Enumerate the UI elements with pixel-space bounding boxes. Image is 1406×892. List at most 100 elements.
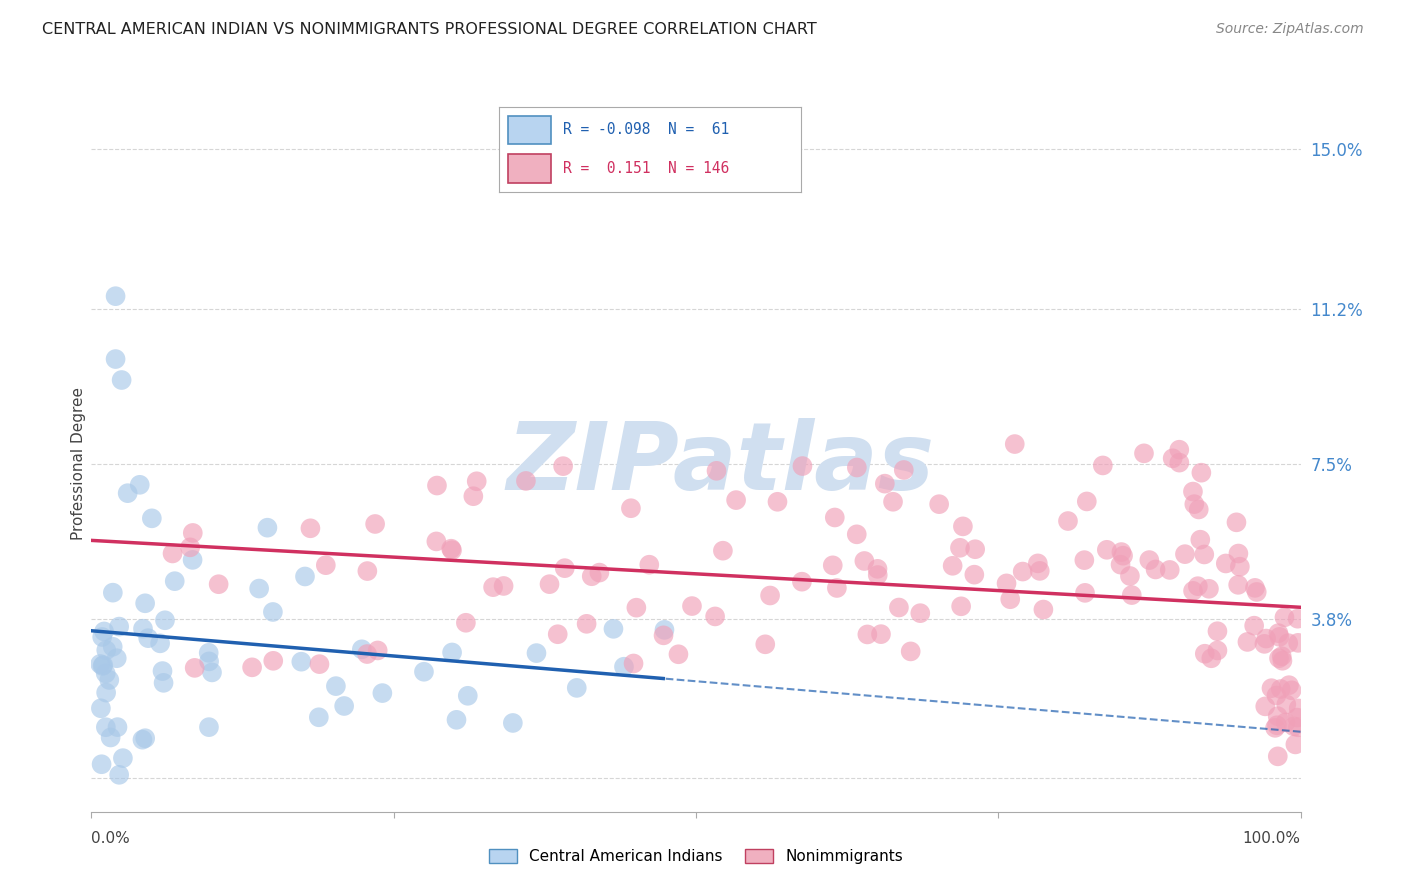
Point <box>94 666 117 681</box>
Point <box>315 558 337 573</box>
Point <box>262 654 284 668</box>
Point <box>1265 689 1288 703</box>
Point <box>952 519 974 533</box>
Point <box>1032 602 1054 616</box>
Point <box>1256 632 1278 646</box>
Point <box>197 646 219 660</box>
Point <box>104 289 127 303</box>
Point <box>1265 718 1288 732</box>
Point <box>1026 557 1049 571</box>
Point <box>163 574 186 589</box>
Point <box>262 605 284 619</box>
Point <box>1000 592 1022 607</box>
Point <box>928 497 950 511</box>
Point <box>1159 563 1181 577</box>
Point <box>845 527 868 541</box>
Point <box>1225 516 1247 530</box>
Point <box>90 757 112 772</box>
Point <box>1271 649 1294 664</box>
Point <box>668 647 690 661</box>
Point <box>425 534 447 549</box>
Point <box>1286 636 1309 650</box>
Point <box>963 567 986 582</box>
Point <box>492 579 515 593</box>
Point <box>1227 578 1250 592</box>
Point <box>620 501 643 516</box>
Point <box>1074 586 1097 600</box>
Point <box>1268 630 1291 644</box>
Point <box>866 562 889 576</box>
Point <box>950 599 973 614</box>
Point <box>825 581 848 595</box>
Point <box>1112 549 1135 563</box>
Point <box>1253 637 1275 651</box>
Point <box>152 676 174 690</box>
Point <box>149 636 172 650</box>
Point <box>94 720 117 734</box>
Point <box>91 659 114 673</box>
Point <box>845 460 868 475</box>
Point <box>101 585 124 599</box>
Point <box>553 459 575 474</box>
Point <box>111 751 134 765</box>
Point <box>463 489 485 503</box>
Point <box>870 627 893 641</box>
Point <box>1181 484 1204 499</box>
Point <box>1286 612 1309 626</box>
Point <box>364 516 387 531</box>
Point <box>426 478 449 492</box>
Point <box>887 600 910 615</box>
Point <box>1236 635 1258 649</box>
Point <box>792 458 814 473</box>
Point <box>1246 585 1268 599</box>
Point <box>482 580 505 594</box>
Point <box>1109 558 1132 572</box>
Point <box>1194 548 1216 562</box>
Point <box>873 476 896 491</box>
Point <box>1029 564 1052 578</box>
Point <box>117 486 139 500</box>
FancyBboxPatch shape <box>508 154 551 183</box>
Point <box>1182 583 1205 598</box>
Point <box>1201 651 1223 665</box>
Point <box>134 731 156 746</box>
Point <box>132 622 155 636</box>
Point <box>1161 451 1184 466</box>
Text: CENTRAL AMERICAN INDIAN VS NONIMMIGRANTS PROFESSIONAL DEGREE CORRELATION CHART: CENTRAL AMERICAN INDIAN VS NONIMMIGRANTS… <box>42 22 817 37</box>
Point <box>502 715 524 730</box>
Point <box>134 596 156 610</box>
Point <box>1189 466 1212 480</box>
Text: R = -0.098  N =  61: R = -0.098 N = 61 <box>562 122 728 137</box>
Point <box>96 643 118 657</box>
Point <box>554 561 576 575</box>
Point <box>965 542 987 557</box>
Point <box>538 577 561 591</box>
Point <box>910 606 932 620</box>
Point <box>1198 582 1220 596</box>
Point <box>547 627 569 641</box>
Point <box>1264 721 1286 735</box>
Point <box>101 640 124 654</box>
Point <box>93 624 115 639</box>
Point <box>1073 553 1095 567</box>
Point <box>766 495 789 509</box>
Point <box>111 373 132 387</box>
Point <box>1229 559 1251 574</box>
Point <box>371 686 394 700</box>
Point <box>654 623 676 637</box>
Point <box>882 495 904 509</box>
Point <box>356 647 378 661</box>
Point <box>1121 588 1143 602</box>
Point <box>1137 553 1160 567</box>
Point <box>350 642 373 657</box>
Point <box>824 510 846 524</box>
Point <box>1274 610 1296 624</box>
Point <box>1270 681 1292 696</box>
Point <box>136 631 159 645</box>
Point <box>105 651 128 665</box>
Point <box>706 464 728 478</box>
Legend: Central American Indians, Nonimmigrants: Central American Indians, Nonimmigrants <box>484 843 908 871</box>
Point <box>90 701 112 715</box>
FancyBboxPatch shape <box>508 115 551 145</box>
Point <box>588 566 610 580</box>
